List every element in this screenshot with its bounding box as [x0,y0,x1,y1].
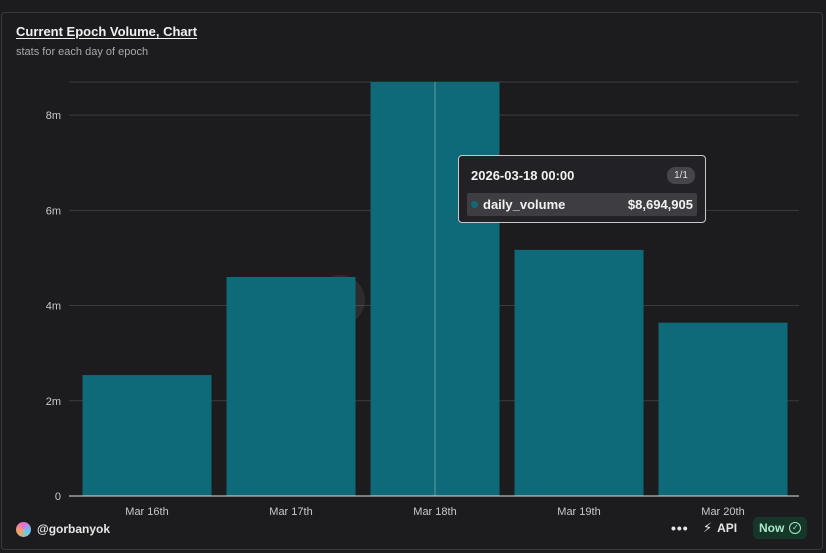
tooltip-series-value: $8,694,905 [627,197,693,212]
avatar [16,521,31,537]
more-icon[interactable]: ••• [671,520,689,536]
chart-tooltip: 2026-03-18 00:00 1/1 daily_volume $8,694… [458,155,706,223]
tooltip-date: 2026-03-18 00:00 [471,168,575,183]
api-label: API [717,521,738,535]
chart-title[interactable]: Current Epoch Volume, Chart [16,24,198,39]
x-tick-label: Mar 16th [125,506,168,518]
check-circle-icon: ✓ [789,522,802,534]
refresh-status-badge[interactable]: Now ✓ [753,517,808,539]
tooltip-page-badge: 1/1 [667,167,695,184]
y-tick-label: 4m [46,301,61,313]
y-tick-label: 2m [46,396,61,408]
bar-mar-19th[interactable] [514,249,644,496]
tooltip-series-name: daily_volume [483,197,566,212]
y-tick-label: 6m [46,205,61,217]
author-link[interactable]: @gorbanyok [16,520,110,538]
tooltip-series-row: daily_volume $8,694,905 [467,193,697,216]
author-handle: @gorbanyok [37,522,111,536]
x-tick-label: Mar 20th [701,506,744,518]
bar-mar-20th[interactable] [658,322,788,496]
x-tick-label: Mar 18th [413,506,456,518]
bar-mar-16th[interactable] [82,375,212,496]
series-dot-icon [471,201,478,208]
now-label: Now [759,521,785,535]
api-button[interactable]: ⚡ API [703,519,737,537]
plug-icon: ⚡ [703,520,713,535]
bar-mar-17th[interactable] [226,276,356,496]
tick-labels: 0 2m 4m 6m 8m Mar 16th Mar 17th Mar 18th Mar 19t… [46,110,799,518]
y-tick-label: 0 [55,491,61,503]
bars [82,82,788,496]
x-tick-label: Mar 19th [557,506,600,518]
chart-subtitle: stats for each day of epoch [16,46,149,58]
y-tick-label: 8m [46,110,61,122]
x-tick-label: Mar 17th [269,506,312,518]
